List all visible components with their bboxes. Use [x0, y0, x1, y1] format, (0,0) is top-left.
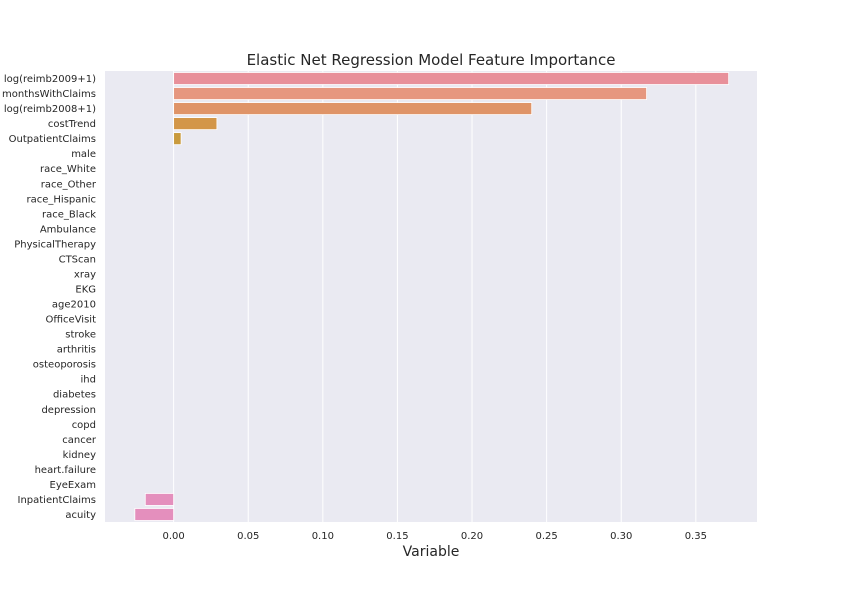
y-tick-label: race_Black — [42, 209, 96, 220]
y-tick-label: EKG — [75, 284, 96, 295]
y-tick-label: depression — [41, 405, 96, 416]
gridlines — [173, 71, 697, 522]
y-tick-label: InpatientClaims — [18, 495, 97, 506]
y-tick-label: race_White — [40, 164, 96, 175]
y-tick-label: age2010 — [52, 300, 96, 311]
bar-log(reimb2008+1) — [173, 102, 533, 115]
x-axis-label: Variable — [403, 544, 460, 560]
y-tick-label: log(reimb2009+1) — [4, 74, 96, 85]
y-tick-label: log(reimb2008+1) — [4, 104, 96, 115]
y-tick-label: heart.failure — [35, 465, 96, 476]
y-tick-label: kidney — [63, 450, 96, 461]
bar-costTrend — [173, 117, 218, 131]
y-tick-label: male — [71, 149, 96, 160]
y-tick-label: xray — [74, 269, 96, 280]
bar-acuity — [134, 508, 175, 521]
bars — [134, 72, 730, 521]
x-tick-label: 0.30 — [610, 531, 632, 542]
bar-OutpatientClaims — [173, 132, 182, 146]
y-tick-label: CTScan — [59, 254, 96, 265]
x-tick-label: 0.25 — [535, 531, 557, 542]
x-tick-label: 0.35 — [685, 531, 707, 542]
y-tick-label: osteoporosis — [33, 360, 96, 371]
y-tick-label: diabetes — [53, 390, 96, 401]
bar-InpatientClaims — [144, 493, 175, 506]
y-tick-label: race_Hispanic — [27, 194, 97, 205]
x-tick-label: 0.15 — [386, 531, 408, 542]
y-tick-label: stroke — [65, 330, 96, 341]
y-tick-label: OutpatientClaims — [9, 134, 96, 145]
y-tick-label: race_Other — [41, 179, 97, 190]
y-tick-label: ihd — [81, 375, 96, 386]
bar-log(reimb2009+1) — [173, 72, 730, 85]
y-tick-label: monthsWithClaims — [2, 89, 96, 100]
x-tick-label: 0.05 — [237, 531, 259, 542]
y-tick-label: cancer — [62, 435, 97, 446]
x-tick-label: 0.00 — [162, 531, 184, 542]
x-tick-labels: 0.00 0.05 0.10 0.15 0.20 0.25 0.30 0.35 — [162, 531, 706, 542]
y-tick-label: PhysicalTherapy — [14, 239, 96, 250]
chart-title: Elastic Net Regression Model Feature Imp… — [247, 51, 616, 69]
y-tick-label: EyeExam — [50, 480, 97, 491]
y-tick-label: acuity — [65, 510, 96, 521]
y-tick-label: costTrend — [48, 119, 96, 130]
bar-monthsWithClaims — [173, 87, 647, 100]
y-tick-label: copd — [72, 420, 96, 431]
y-tick-label: OfficeVisit — [46, 315, 97, 326]
y-tick-label: Ambulance — [40, 224, 96, 235]
y-tick-label: arthritis — [57, 345, 96, 356]
plot-background — [105, 71, 757, 522]
x-tick-label: 0.20 — [461, 531, 483, 542]
x-tick-label: 0.10 — [312, 531, 334, 542]
y-tick-labels: log(reimb2009+1) monthsWithClaims log(reim… — [2, 74, 97, 521]
